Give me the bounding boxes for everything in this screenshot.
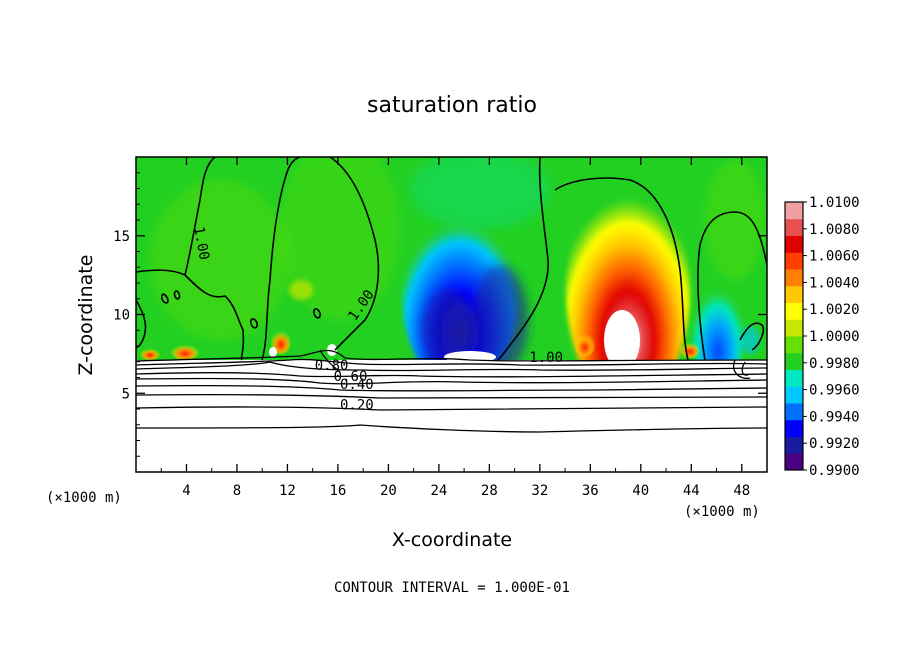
x-tick-label: 44	[683, 483, 700, 499]
y-tick-label: 15	[113, 229, 130, 245]
x-tick-label: 16	[329, 483, 346, 499]
contour-label: 1.00	[529, 350, 563, 366]
chart-title: saturation ratio	[367, 93, 537, 118]
colorbar-swatch	[785, 336, 803, 354]
x-tick-label: 24	[430, 483, 447, 499]
y-tick-label: 10	[113, 308, 130, 324]
colorbar-swatch	[785, 302, 803, 320]
colorbar-swatch	[785, 285, 803, 303]
colorbar-label: 1.0080	[809, 222, 860, 238]
x-tick-label: 36	[582, 483, 599, 499]
x-unit-label-left: (×1000 m)	[46, 490, 122, 506]
contour-interval-note: CONTOUR INTERVAL = 1.000E-01	[334, 580, 570, 596]
colorbar-swatch	[785, 202, 803, 220]
colorbar-label: 0.9900	[809, 463, 860, 479]
x-tick-label: 28	[481, 483, 498, 499]
colorbar-swatch	[785, 403, 803, 421]
colorbar-swatch	[785, 252, 803, 270]
colorbar-label: 0.9980	[809, 356, 860, 372]
x-tick-label: 32	[531, 483, 548, 499]
colorbar-swatch	[785, 369, 803, 387]
colorbar-swatch	[785, 419, 803, 437]
contour-label: 0.80	[315, 358, 349, 374]
colorbar-swatch	[785, 352, 803, 370]
contour-label: 1.00	[190, 225, 212, 261]
x-unit-label-right: (×1000 m)	[684, 504, 760, 520]
colorbar-swatch	[785, 218, 803, 236]
colorbar-label: 0.9960	[809, 383, 860, 399]
x-tick-label: 4	[182, 483, 190, 499]
colorbar-swatch	[785, 436, 803, 454]
x-tick-label: 20	[380, 483, 397, 499]
y-tick-label: 5	[122, 386, 130, 402]
colorbar-swatch	[785, 319, 803, 337]
x-axis-ticks: 4 8 12 16 20 24 28 32 36 40 44 48	[160, 157, 750, 499]
x-axis-label: X-coordinate	[392, 529, 512, 551]
contour-label: 0.40	[340, 377, 374, 393]
contour-label: 0.60	[334, 369, 368, 385]
colorbar-label: 1.0100	[809, 195, 860, 211]
y-axis-label: Z-coordinate	[75, 255, 97, 376]
contour-lines-upper	[136, 157, 767, 361]
colorbar: 1.0100 1.0080 1.0060 1.0040 1.0020 1.0000 0.99…	[784, 195, 860, 479]
colorbar-label: 1.0060	[809, 249, 860, 265]
contour-lines-lower	[136, 349, 767, 433]
x-tick-label: 8	[233, 483, 241, 499]
colorbar-swatch	[785, 235, 803, 253]
colorbar-label: 1.0040	[809, 275, 860, 291]
contour-label: 0.20	[340, 397, 374, 413]
colorbar-swatch	[785, 269, 803, 287]
colorbar-label: 0.9920	[809, 436, 860, 452]
x-tick-label: 48	[733, 483, 750, 499]
colorbar-swatch	[785, 453, 803, 471]
x-tick-label: 40	[632, 483, 649, 499]
heatmap-field: 1.001.001.000.800.600.400.20	[136, 157, 767, 472]
y-axis-ticks: 5 10 15	[113, 172, 767, 457]
colorbar-swatch	[785, 386, 803, 404]
colorbar-label: 1.0000	[809, 329, 860, 345]
colorbar-label: 0.9940	[809, 409, 860, 425]
x-tick-label: 12	[279, 483, 296, 499]
colorbar-label: 1.0020	[809, 302, 860, 318]
